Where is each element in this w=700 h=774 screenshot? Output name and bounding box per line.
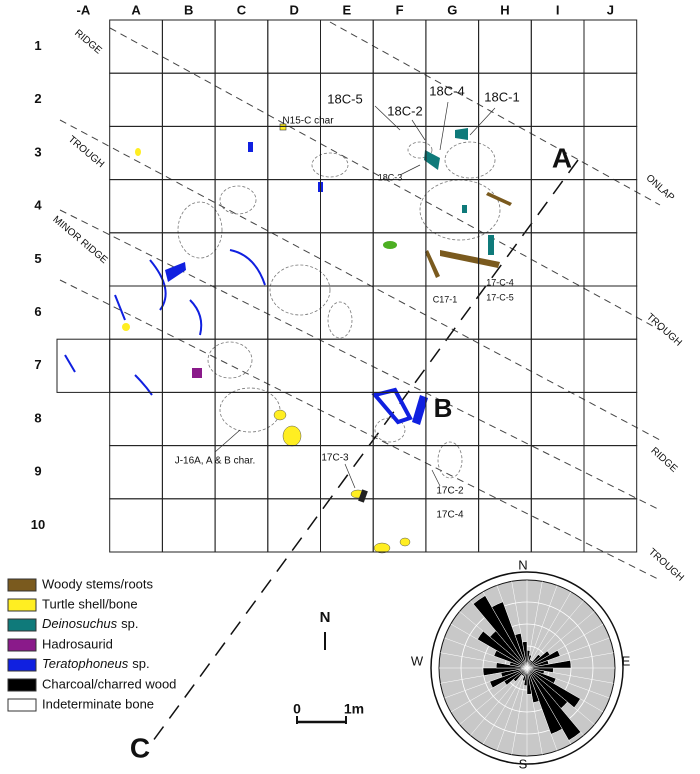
legend-swatch	[7, 618, 37, 632]
rose-west: W	[411, 653, 424, 668]
rose-petal	[491, 601, 528, 669]
specimen-label: 17-C-5	[486, 292, 514, 302]
rose-petal	[514, 633, 528, 669]
row-label: 8	[34, 410, 41, 425]
column-label: A	[131, 2, 141, 17]
legend-label: Woody stems/roots	[42, 576, 154, 591]
section-label: A	[552, 142, 572, 173]
specimen-label: 17C-4	[436, 510, 464, 521]
rose-spoke	[482, 667, 528, 745]
row-label: 7	[34, 357, 41, 372]
legend-genus: Deinosuchus	[42, 616, 118, 631]
grid	[56, 19, 638, 553]
zone-boundaries	[59, 21, 661, 581]
legend-swatch	[7, 698, 37, 712]
rose-petal	[526, 660, 572, 669]
rose-petal	[472, 595, 528, 669]
rose-north: N	[518, 557, 527, 572]
specimen-label: 17-C-4	[486, 277, 514, 287]
rose-diagram	[430, 571, 624, 765]
row-label: 9	[34, 464, 41, 479]
specimen-label: 18C-5	[327, 91, 362, 106]
row-label: 1	[34, 38, 41, 53]
column-label: J	[607, 2, 614, 17]
column-label: C	[237, 2, 247, 17]
specimen-label: C17-1	[433, 294, 458, 304]
rose-spoke	[526, 591, 572, 669]
rose-east: E	[622, 653, 631, 668]
scale-end: 1m	[344, 701, 364, 717]
legend-swatch	[7, 678, 37, 692]
rose-petal	[477, 630, 528, 669]
rose-petal	[526, 667, 582, 741]
leader-line	[374, 105, 401, 131]
specimen-label: 18C-4	[429, 83, 464, 98]
leader-line	[344, 463, 356, 489]
rose-petal	[482, 667, 528, 676]
leader-line	[431, 469, 441, 487]
row-label: 3	[34, 144, 41, 159]
row-label: 2	[34, 91, 41, 106]
column-label: -A	[76, 2, 90, 17]
specimen-label: J-16A, A & B char.	[175, 456, 256, 467]
row-label: 10	[31, 517, 45, 532]
row-label: 6	[34, 304, 41, 319]
indeterminate-bones	[177, 141, 501, 479]
column-label: G	[447, 2, 457, 17]
fossil-specimens	[64, 123, 512, 554]
specimen-label: N15-C char	[282, 116, 334, 127]
legend-swatch	[7, 658, 37, 672]
north-label: N	[320, 609, 331, 626]
leader-line	[469, 107, 496, 136]
specimen-label: 17C-3	[321, 453, 349, 464]
legend-text: sp.	[121, 616, 138, 631]
rose-petal	[522, 641, 528, 669]
leader-line	[214, 429, 241, 453]
rose-petal	[489, 667, 528, 689]
column-label: B	[184, 2, 193, 17]
row-label: 5	[34, 251, 41, 266]
legend-swatch	[7, 598, 37, 612]
section-label: C	[130, 732, 150, 763]
column-label: I	[556, 2, 560, 17]
column-label: E	[343, 2, 352, 17]
legend-swatch	[7, 578, 37, 592]
rose-petal	[526, 650, 561, 669]
legend-label: Indeterminate bone	[42, 696, 154, 711]
specimen-label: 17C-2	[436, 486, 464, 497]
legend-text: sp.	[132, 656, 149, 671]
legend-label: Charcoal/charred wood	[42, 676, 176, 691]
rose-petal	[526, 667, 540, 703]
section-label: B	[434, 393, 453, 423]
rose-petal	[526, 667, 563, 735]
rose-spoke	[496, 667, 528, 751]
legend-label: Turtle shell/bone	[42, 596, 138, 611]
specimen-label: 18C-1	[484, 89, 519, 104]
legend-swatch	[7, 638, 37, 652]
row-label: 4	[34, 198, 42, 213]
grid-cell	[583, 498, 638, 553]
rose-petal	[526, 667, 581, 708]
rose-petal	[526, 667, 532, 695]
leader-line	[439, 101, 449, 151]
column-label: D	[289, 2, 298, 17]
section-line	[149, 159, 579, 746]
legend-genus: Teratophoneus	[42, 656, 129, 671]
rose-south: S	[519, 756, 528, 771]
legend-label: Hadrosaurid	[42, 636, 113, 651]
rose-spoke	[526, 585, 558, 669]
leader-line	[399, 164, 421, 176]
legend-label: Teratophoneus sp.	[42, 656, 150, 671]
specimen-label: 18C-3	[378, 172, 403, 182]
scale-start: 0	[293, 701, 301, 717]
leader-line	[411, 119, 426, 141]
legend-label: Deinosuchus sp.	[42, 616, 139, 631]
specimen-label: 18C-2	[387, 103, 422, 118]
column-label: H	[500, 2, 509, 17]
column-label: F	[396, 2, 404, 17]
